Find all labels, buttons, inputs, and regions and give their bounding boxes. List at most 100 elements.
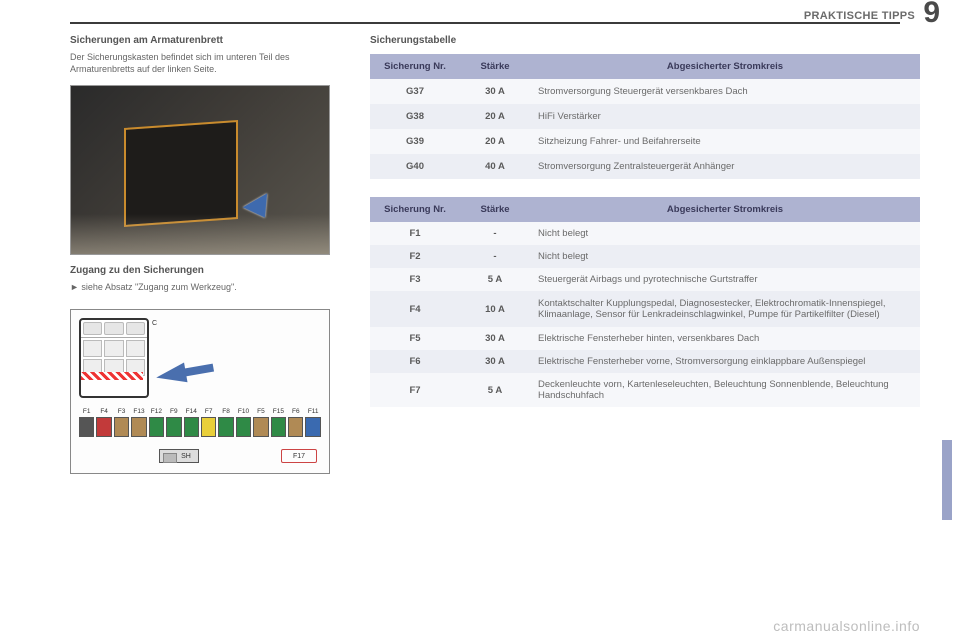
fuse-circuit: Deckenleuchte vorn, Kartenleseleuchten, … bbox=[530, 373, 920, 407]
right-column: Sicherungstabelle Sicherung Nr. Stärke A… bbox=[370, 35, 920, 425]
table-row: G3920 ASitzheizung Fahrer- und Beifahrer… bbox=[370, 129, 920, 154]
warning-stripe-icon bbox=[81, 372, 143, 380]
page: PRAKTISCHE TIPPS 9 Sicherungen am Armatu… bbox=[0, 0, 960, 640]
fuse-rating: 5 A bbox=[460, 373, 530, 407]
left-title: Sicherungen am Armaturenbrett bbox=[70, 35, 350, 46]
table-row: F530 AElektrische Fensterheber hinten, v… bbox=[370, 327, 920, 350]
fuse-nr: G37 bbox=[370, 79, 460, 104]
f17-box: F17 bbox=[281, 449, 317, 463]
diagram-arrow-icon bbox=[154, 363, 187, 388]
fuse-circuit: Elektrische Fensterheber hinten, versenk… bbox=[530, 327, 920, 350]
access-line: ► siehe Absatz "Zugang zum Werkzeug". bbox=[70, 282, 350, 294]
fuse-f1 bbox=[79, 417, 94, 437]
fusebox-photo bbox=[70, 85, 330, 255]
fuse-f5 bbox=[253, 417, 268, 437]
fusebox-highlight bbox=[126, 123, 236, 226]
fuse-rating: - bbox=[460, 222, 530, 245]
fuse-f11 bbox=[305, 417, 320, 437]
table-row: F75 ADeckenleuchte vorn, Kartenleseleuch… bbox=[370, 373, 920, 407]
fuse-nr: G38 bbox=[370, 104, 460, 129]
fuse-rating: - bbox=[460, 245, 530, 268]
fuse-nr: F4 bbox=[370, 291, 460, 327]
fuse-nr: F3 bbox=[370, 268, 460, 291]
table-row: F1-Nicht belegt bbox=[370, 222, 920, 245]
table-row: G3730 AStromversorgung Steuergerät verse… bbox=[370, 79, 920, 104]
sh-box: SH bbox=[159, 449, 199, 463]
table-row: F630 AElektrische Fensterheber vorne, St… bbox=[370, 350, 920, 373]
fuse-circuit: Nicht belegt bbox=[530, 222, 920, 245]
fuse-rating: 20 A bbox=[460, 104, 530, 129]
fuse-label: F7 bbox=[201, 408, 216, 415]
fuse-circuit: Elektrische Fensterheber vorne, Stromver… bbox=[530, 350, 920, 373]
fuse-table-2: Sicherung Nr. Stärke Abgesicherter Strom… bbox=[370, 197, 920, 407]
fuse-f4 bbox=[96, 417, 111, 437]
fuse-nr: F5 bbox=[370, 327, 460, 350]
fuse-label: F12 bbox=[149, 408, 164, 415]
fuse-nr: F7 bbox=[370, 373, 460, 407]
fuse-f10 bbox=[236, 417, 251, 437]
fuse-circuit: Stromversorgung Steuergerät versenkbares… bbox=[530, 79, 920, 104]
fuse-nr: F2 bbox=[370, 245, 460, 268]
fuse-f8 bbox=[218, 417, 233, 437]
watermark: carmanualsonline.info bbox=[773, 618, 920, 634]
fuse-rating: 5 A bbox=[460, 268, 530, 291]
table-row: G4040 AStromversorgung Zentralsteuergerä… bbox=[370, 154, 920, 179]
fuse-nr: F6 bbox=[370, 350, 460, 373]
fuse-f3 bbox=[114, 417, 129, 437]
fuse-label: F1 bbox=[79, 408, 94, 415]
t2-h1: Sicherung Nr. bbox=[370, 197, 460, 222]
t2-h2: Stärke bbox=[460, 197, 530, 222]
fuse-nr: G39 bbox=[370, 129, 460, 154]
section-title: PRAKTISCHE TIPPS bbox=[804, 10, 915, 22]
fuse-circuit: Stromversorgung Zentralsteuergerät Anhän… bbox=[530, 154, 920, 179]
fuse-label: F4 bbox=[96, 408, 111, 415]
fuse-f13 bbox=[131, 417, 146, 437]
fuse-label: F11 bbox=[305, 408, 320, 415]
access-text: siehe Absatz "Zugang zum Werkzeug". bbox=[81, 282, 236, 292]
diagram-module: C bbox=[79, 318, 149, 398]
t1-h2: Stärke bbox=[460, 54, 530, 79]
fuse-rating: 40 A bbox=[460, 154, 530, 179]
photo-arrow-icon bbox=[243, 194, 277, 225]
fuse-circuit: HiFi Verstärker bbox=[530, 104, 920, 129]
left-column: Sicherungen am Armaturenbrett Der Sicher… bbox=[70, 35, 350, 474]
header-rule bbox=[70, 22, 900, 24]
fuse-rating: 10 A bbox=[460, 291, 530, 327]
sh-label: SH bbox=[181, 453, 191, 460]
diagram-c-label: C bbox=[152, 320, 157, 327]
access-title: Zugang zu den Sicherungen bbox=[70, 265, 350, 276]
fuse-label: F14 bbox=[184, 408, 199, 415]
fuse-nr: F1 bbox=[370, 222, 460, 245]
fuse-rating: 30 A bbox=[460, 79, 530, 104]
fuse-label: F6 bbox=[288, 408, 303, 415]
t1-h3: Abgesicherter Stromkreis bbox=[530, 54, 920, 79]
fuse-label: F15 bbox=[271, 408, 286, 415]
fuse-f12 bbox=[149, 417, 164, 437]
fuse-rating: 20 A bbox=[460, 129, 530, 154]
fuse-circuit: Sitzheizung Fahrer- und Beifahrerseite bbox=[530, 129, 920, 154]
fuse-table-1: Sicherung Nr. Stärke Abgesicherter Strom… bbox=[370, 54, 920, 179]
fuse-f14 bbox=[184, 417, 199, 437]
fuse-label: F9 bbox=[166, 408, 181, 415]
fuse-label: F5 bbox=[253, 408, 268, 415]
fuse-label: F8 bbox=[218, 408, 233, 415]
fuse-circuit: Kontaktschalter Kupplungspedal, Diagnose… bbox=[530, 291, 920, 327]
table-row: F35 ASteuergerät Airbags und pyrotechnis… bbox=[370, 268, 920, 291]
fuse-row bbox=[79, 417, 321, 437]
table-row: G3820 AHiFi Verstärker bbox=[370, 104, 920, 129]
fuse-label: F10 bbox=[236, 408, 251, 415]
fuse-f7 bbox=[201, 417, 216, 437]
t2-h3: Abgesicherter Stromkreis bbox=[530, 197, 920, 222]
fuse-f6 bbox=[288, 417, 303, 437]
left-intro: Der Sicherungskasten befindet sich im un… bbox=[70, 52, 350, 75]
fuse-label: F3 bbox=[114, 408, 129, 415]
fuse-f9 bbox=[166, 417, 181, 437]
fuse-circuit: Nicht belegt bbox=[530, 245, 920, 268]
t1-h1: Sicherung Nr. bbox=[370, 54, 460, 79]
fuse-nr: G40 bbox=[370, 154, 460, 179]
fuse-diagram: C F1F4F3F13F12F9F14F7F8F10F5F15F6F11 SH … bbox=[70, 309, 330, 474]
fuse-rating: 30 A bbox=[460, 327, 530, 350]
side-tab bbox=[942, 440, 952, 520]
fuse-labels-row: F1F4F3F13F12F9F14F7F8F10F5F15F6F11 bbox=[79, 408, 321, 415]
table-row: F410 AKontaktschalter Kupplungspedal, Di… bbox=[370, 291, 920, 327]
